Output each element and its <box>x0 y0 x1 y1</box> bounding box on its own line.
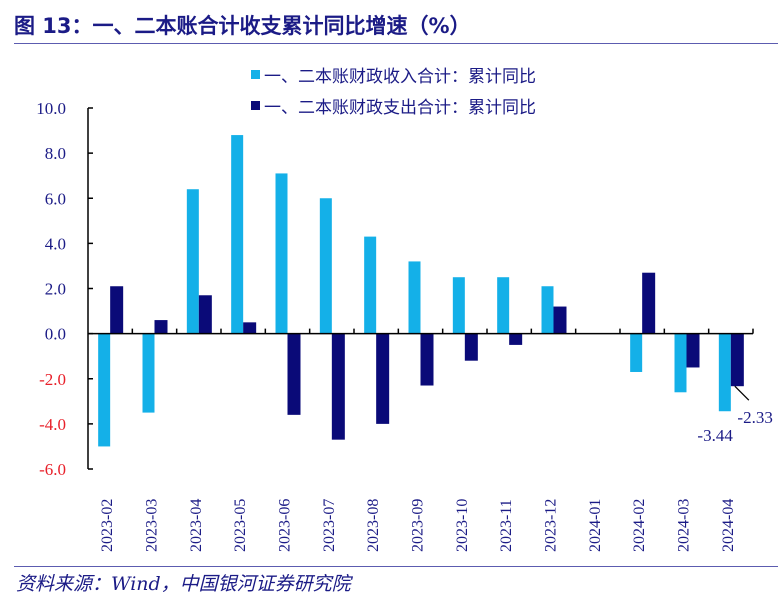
bar-revenue-2023-08 <box>364 236 377 334</box>
x-tick-label: 2024-01 <box>587 499 604 552</box>
x-tick-label: 2023-08 <box>365 499 382 552</box>
y-tick-label: 10.0 <box>36 99 66 118</box>
x-tick-label: 2023-06 <box>277 499 294 552</box>
x-tick-label: 2023-10 <box>454 499 471 552</box>
x-tick-label: 2024-03 <box>676 499 693 552</box>
bar-revenue-2023-07 <box>319 198 332 334</box>
x-tick-label: 2024-04 <box>720 499 737 552</box>
bar-revenue-2023-03 <box>142 333 155 413</box>
bar-revenue-2023-12 <box>541 286 554 334</box>
y-tick-label: -2.0 <box>39 370 66 389</box>
x-tick-label: 2023-11 <box>498 499 515 552</box>
x-tick-label: 2023-02 <box>99 499 116 552</box>
data-label-revenue-2024-04: -3.44 <box>697 426 733 445</box>
bar-revenue-2023-09 <box>408 261 421 334</box>
legend-swatch-expenditure <box>251 101 260 110</box>
y-tick-label: 2.0 <box>45 280 66 299</box>
x-tick-label: 2023-09 <box>410 499 427 552</box>
y-tick-label: 6.0 <box>45 189 66 208</box>
y-tick-label: 0.0 <box>45 325 66 344</box>
figure-title: 图 13：一、二本账合计收支累计同比增速（%） <box>14 14 471 38</box>
legend-item-expenditure: 一、二本账财政支出合计：累计同比 <box>251 93 536 118</box>
bar-revenue-2024-02 <box>630 333 643 372</box>
annotation-leader-line <box>734 385 750 401</box>
x-tick-label: 2023-03 <box>144 499 161 552</box>
bar-revenue-2024-04 <box>718 333 731 412</box>
x-tick-label: 2023-05 <box>232 499 249 552</box>
bar-expenditure-2023-02 <box>110 286 124 334</box>
bar-expenditure-2023-10 <box>464 333 478 361</box>
bar-expenditure-2023-09 <box>420 333 434 386</box>
x-tick-label: 2023-04 <box>188 499 205 552</box>
legend-swatch-revenue <box>251 70 260 79</box>
bar-expenditure-2023-12 <box>553 306 567 334</box>
y-tick-label: 4.0 <box>45 234 66 253</box>
bar-expenditure-2023-03 <box>154 320 168 334</box>
x-tick-label: 2024-02 <box>631 499 648 552</box>
x-tick-label: 2023-12 <box>543 499 560 552</box>
bar-expenditure-2024-04 <box>730 333 744 387</box>
bar-revenue-2023-04 <box>186 189 199 334</box>
bar-revenue-2023-10 <box>452 277 465 334</box>
bar-expenditure-2023-08 <box>376 333 390 424</box>
source-note: 资料来源：Wind，中国银河证券研究院 <box>16 573 351 595</box>
legend-label-revenue: 一、二本账财政收入合计：累计同比 <box>264 67 536 87</box>
y-tick-label: -6.0 <box>39 460 66 479</box>
bar-expenditure-2023-11 <box>509 333 523 345</box>
bar-expenditure-2024-02 <box>642 272 656 334</box>
legend-item-revenue: 一、二本账财政收入合计：累计同比 <box>251 62 536 87</box>
bar-revenue-2023-02 <box>98 333 111 447</box>
x-tick-label: 2023-07 <box>321 499 338 552</box>
title-divider <box>14 43 778 44</box>
y-tick-label: -4.0 <box>39 415 66 434</box>
y-tick-label: 8.0 <box>45 144 66 163</box>
bar-revenue-2023-11 <box>497 277 510 334</box>
bar-expenditure-2023-07 <box>331 333 345 440</box>
bar-revenue-2024-03 <box>674 333 687 393</box>
bar-expenditure-2024-03 <box>686 333 700 368</box>
bar-expenditure-2023-06 <box>287 333 301 415</box>
data-label-expenditure-2024-04: -2.33 <box>737 408 772 427</box>
legend-label-expenditure: 一、二本账财政支出合计：累计同比 <box>264 98 536 118</box>
source-divider <box>14 566 778 567</box>
bar-expenditure-2023-05 <box>243 322 257 334</box>
bar-revenue-2023-05 <box>231 135 244 334</box>
bar-expenditure-2023-04 <box>198 295 212 334</box>
bar-revenue-2023-06 <box>275 173 288 334</box>
